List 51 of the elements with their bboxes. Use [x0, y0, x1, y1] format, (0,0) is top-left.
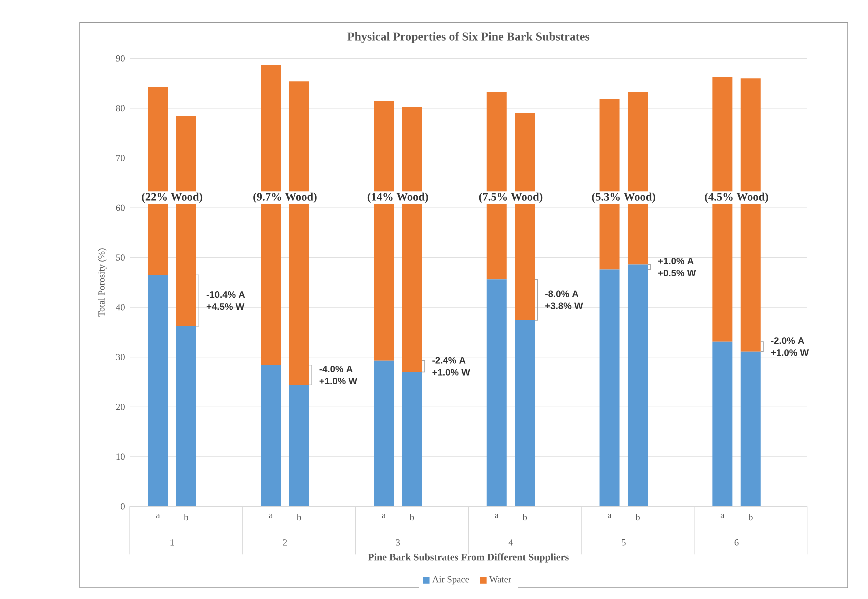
annotation: +1.0% A [658, 258, 694, 265]
legend-label: Air Space [432, 576, 470, 585]
x-axis-title: Pine Bark Substrates From Different Suppliers [368, 554, 569, 563]
annotation: -4.0% A [320, 366, 353, 373]
y-tick-label: 50 [116, 254, 125, 262]
text: 5 [622, 540, 626, 546]
annotation: +1.0% W [771, 350, 810, 356]
y-tick-label: 40 [116, 304, 125, 311]
x-tick-label: b [184, 514, 188, 521]
annotation: -2.4% A [432, 357, 466, 364]
annotation: +1.0% W [432, 369, 470, 376]
x-tick-label: a [382, 514, 386, 519]
x-tick-label: a [495, 514, 499, 519]
y-tick-label: 70 [116, 155, 125, 162]
text: 3 [396, 540, 400, 546]
x-tick-label: b [297, 514, 302, 521]
annotation: -10.4% A [206, 292, 246, 298]
x-tick-label: a [269, 514, 274, 519]
x-tick-label: b [522, 514, 528, 521]
annotation: (9.7% Wood) [254, 193, 317, 204]
y-tick-label: 30 [116, 354, 125, 361]
x-tick-label: a [720, 514, 725, 519]
y-tick-label: 20 [116, 404, 125, 410]
text: 6 [734, 540, 739, 546]
annotation: +0.5% W [658, 270, 696, 277]
text: 4 [508, 540, 514, 546]
annotation: +1.0% W [320, 378, 358, 385]
y-tick-label: 60 [116, 205, 125, 212]
annotation: +4.5% W [206, 304, 245, 310]
legend-label: Water [490, 576, 512, 583]
y-axis-title: Total Porosity (%) [98, 248, 107, 318]
y-tick-label: 10 [116, 454, 125, 460]
y-tick-label: 90 [116, 56, 125, 62]
x-tick-label: b [748, 514, 753, 521]
text: 1 [170, 540, 174, 546]
annotation: (5.3% Wood) [592, 193, 656, 204]
x-tick-label: a [608, 514, 612, 519]
text: 2 [283, 540, 288, 546]
chart-title: Physical Properties of Six Pine Bark Substrates [348, 32, 590, 44]
annotation: (4.5% Wood) [705, 193, 768, 204]
x-tick-label: b [636, 514, 640, 521]
annotation: (22% Wood) [142, 193, 203, 204]
annotation: -2.0% A [771, 338, 804, 344]
annotation: (14% Wood) [368, 193, 428, 204]
y-tick-label: 80 [116, 105, 125, 112]
annotation: -8.0% A [546, 290, 579, 298]
y-tick-label: 0 [120, 504, 125, 510]
x-tick-label: a [156, 514, 160, 519]
annotation: +3.8% W [546, 302, 584, 310]
annotation: (7.5% Wood) [479, 193, 543, 204]
x-tick-label: b [410, 514, 414, 521]
